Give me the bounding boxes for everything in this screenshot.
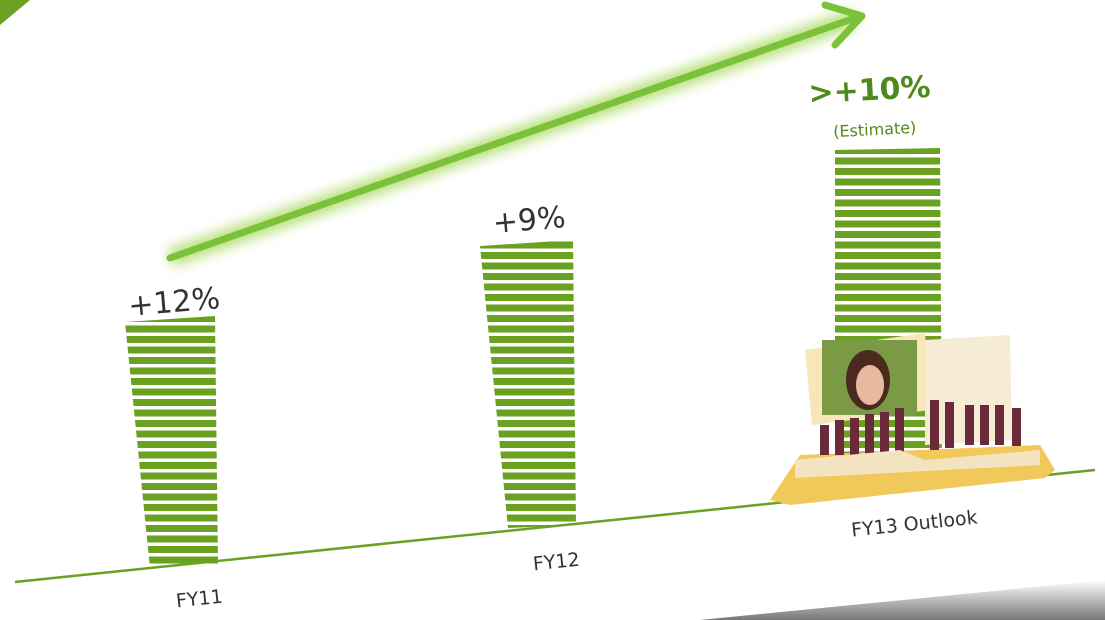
category-label: FY12 bbox=[532, 549, 581, 576]
bar bbox=[125, 316, 218, 568]
growth-label: +12% bbox=[127, 281, 222, 324]
product-display bbox=[770, 333, 1055, 505]
category-label: FY13 Outlook bbox=[850, 506, 978, 541]
growth-label: +9% bbox=[491, 200, 567, 241]
bar bbox=[480, 240, 576, 528]
page-shadow bbox=[700, 580, 1105, 620]
category-label: FY11 bbox=[175, 586, 224, 613]
corner-mark bbox=[0, 0, 30, 25]
estimate-note: (Estimate) bbox=[833, 118, 917, 141]
growth-label: >+10% bbox=[808, 70, 932, 111]
trend-arrow bbox=[166, 1, 866, 267]
